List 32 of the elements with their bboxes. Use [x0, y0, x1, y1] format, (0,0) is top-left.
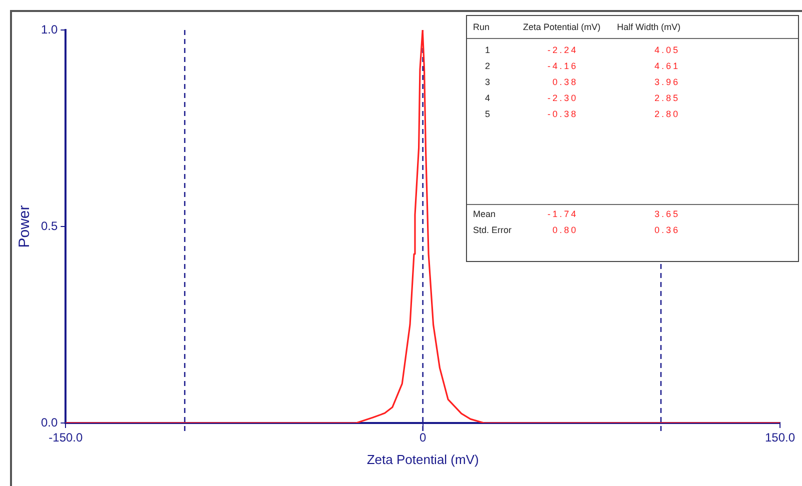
annotation: 1 [485, 45, 490, 55]
x-tick-label: -150.0 [48, 430, 84, 445]
annotation: 0.38 [552, 77, 578, 87]
annotation: -2.24 [547, 45, 578, 55]
annotation: 3.65 [654, 209, 680, 219]
annotation: -2.30 [547, 93, 578, 103]
annotation: 4.05 [654, 45, 680, 55]
x-axis-title: Zeta Potential (mV) [366, 452, 479, 467]
annotation: 2.80 [654, 109, 680, 119]
y-axis-title: Power [16, 205, 34, 248]
x-tick-label: 150.0 [764, 430, 796, 445]
y-tick-label: 0.5 [40, 218, 58, 233]
annotation: 2.85 [654, 93, 680, 103]
annotation: 4 [485, 93, 490, 103]
y-tick-label: 1.0 [40, 22, 58, 36]
annotation: 2 [485, 61, 490, 71]
annotation: Zeta Potential (mV) [523, 22, 601, 32]
annotation: -1.74 [547, 209, 578, 219]
annotation: -0.38 [547, 109, 578, 119]
annotation: Mean [473, 209, 496, 219]
annotation: -4.16 [547, 61, 578, 71]
y-tick-label: 0.0 [40, 415, 58, 430]
x-tick-label: 0 [419, 430, 426, 445]
annotation: Std. Error [473, 225, 512, 235]
annotation: Half Width (mV) [617, 22, 681, 32]
annotation: 0.36 [654, 225, 680, 235]
annotation: 4.61 [654, 61, 680, 71]
annotation: 3 [485, 77, 490, 87]
annotation: 0.80 [552, 225, 578, 235]
annotation: Run [473, 22, 490, 32]
annotation: 5 [485, 109, 490, 119]
annotation: 3.96 [654, 77, 680, 87]
